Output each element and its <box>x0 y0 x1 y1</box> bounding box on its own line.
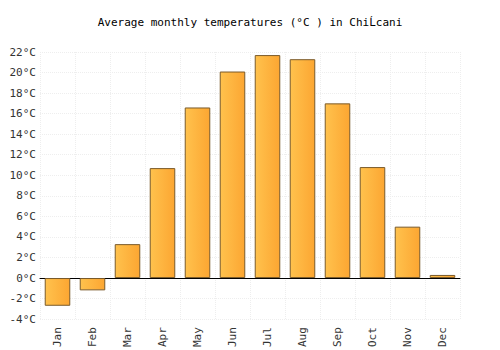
svg-text:Jan: Jan <box>51 327 64 347</box>
svg-text:12°C: 12°C <box>10 148 37 161</box>
svg-text:Jun: Jun <box>226 327 239 347</box>
svg-text:18°C: 18°C <box>10 87 37 100</box>
svg-text:Dec: Dec <box>436 327 449 347</box>
svg-text:-4°C: -4°C <box>10 313 37 326</box>
svg-text:Oct: Oct <box>366 327 379 347</box>
svg-text:May: May <box>191 327 204 347</box>
svg-text:-2°C: -2°C <box>10 292 37 305</box>
svg-text:20°C: 20°C <box>10 66 37 79</box>
svg-text:Apr: Apr <box>156 327 169 347</box>
svg-text:6°C: 6°C <box>16 210 36 223</box>
svg-text:Mar: Mar <box>121 327 134 347</box>
svg-text:10°C: 10°C <box>10 169 37 182</box>
svg-text:Jul: Jul <box>261 327 274 347</box>
svg-text:Nov: Nov <box>401 327 414 347</box>
svg-text:8°C: 8°C <box>16 189 36 202</box>
svg-text:0°C: 0°C <box>16 272 36 285</box>
svg-text:Feb: Feb <box>86 327 99 347</box>
svg-text:16°C: 16°C <box>10 107 37 120</box>
svg-text:4°C: 4°C <box>16 230 36 243</box>
svg-text:14°C: 14°C <box>10 128 37 141</box>
svg-text:Sep: Sep <box>331 327 344 347</box>
svg-text:Average monthly temperatures (: Average monthly temperatures (°C ) in Ch… <box>98 16 403 29</box>
svg-text:2°C: 2°C <box>16 251 36 264</box>
svg-text:22°C: 22°C <box>10 46 37 59</box>
svg-text:Aug: Aug <box>296 327 309 347</box>
